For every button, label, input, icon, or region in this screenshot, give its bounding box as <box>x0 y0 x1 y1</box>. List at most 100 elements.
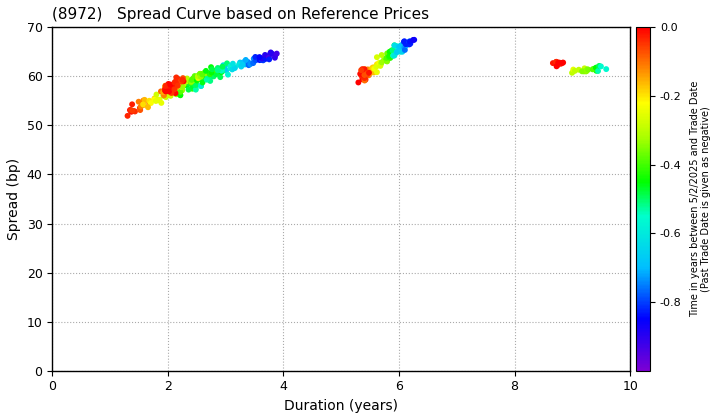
Point <box>206 69 217 76</box>
Point <box>226 66 238 73</box>
Point <box>550 58 562 65</box>
Point <box>376 52 387 58</box>
Point <box>217 66 228 73</box>
Point <box>582 66 593 73</box>
Point <box>160 88 171 94</box>
Point <box>154 96 166 103</box>
Point <box>187 75 199 82</box>
Point <box>371 54 382 60</box>
Point <box>167 84 179 91</box>
Point <box>197 71 208 78</box>
Point <box>165 92 176 99</box>
Point <box>253 54 265 60</box>
Text: (8972)   Spread Curve based on Reference Prices: (8972) Spread Curve based on Reference P… <box>53 7 429 22</box>
Point <box>368 69 379 76</box>
Point <box>171 91 182 97</box>
Point <box>387 47 398 54</box>
Point <box>189 73 200 79</box>
Point <box>168 88 180 94</box>
Point <box>128 108 140 114</box>
Point <box>167 82 179 89</box>
Point <box>210 69 222 76</box>
Point <box>376 59 387 66</box>
Point <box>551 63 562 70</box>
Point <box>208 73 220 80</box>
Point <box>160 94 171 100</box>
Point <box>390 45 402 52</box>
Point <box>174 87 185 94</box>
Point <box>204 71 216 78</box>
Point <box>547 60 559 66</box>
Point <box>168 82 180 89</box>
Point <box>240 57 251 63</box>
Point <box>197 75 208 81</box>
Point <box>161 85 173 92</box>
Point <box>582 66 594 73</box>
Point <box>382 58 393 65</box>
Point <box>176 78 187 85</box>
Point <box>404 38 415 45</box>
Point <box>405 40 416 47</box>
Point <box>199 70 210 76</box>
Point <box>166 87 177 93</box>
Point <box>353 79 364 86</box>
Point <box>395 48 406 55</box>
Point <box>579 65 590 72</box>
Point <box>375 60 387 67</box>
Point <box>165 84 176 91</box>
Point <box>390 43 401 50</box>
Point <box>216 66 228 73</box>
Point <box>170 79 181 86</box>
Point <box>158 92 169 99</box>
Point <box>201 76 212 83</box>
Point <box>143 99 155 106</box>
Point <box>164 81 176 88</box>
Point <box>176 76 188 83</box>
Point <box>135 103 147 110</box>
Point <box>389 42 400 49</box>
Point <box>372 69 383 76</box>
Point <box>358 72 369 79</box>
Point <box>156 100 167 106</box>
Point <box>259 52 271 58</box>
Point <box>243 62 254 68</box>
Point <box>222 71 234 78</box>
Point <box>217 63 228 70</box>
Point <box>194 71 206 77</box>
Point <box>150 91 162 98</box>
Point <box>181 78 193 84</box>
Point <box>149 95 161 102</box>
Point <box>165 83 176 89</box>
Point <box>143 104 154 110</box>
Point <box>204 71 215 78</box>
Point <box>359 66 370 73</box>
Point <box>252 54 264 61</box>
Point <box>177 79 189 86</box>
Point <box>176 84 188 91</box>
Point <box>248 55 259 62</box>
Point <box>152 97 163 104</box>
Point <box>389 52 400 59</box>
Point <box>199 75 211 82</box>
Point <box>156 88 167 95</box>
Point <box>580 68 592 75</box>
Point <box>149 96 161 103</box>
Point <box>164 85 176 92</box>
Point <box>198 70 210 76</box>
Point <box>168 86 180 93</box>
Point <box>250 54 261 60</box>
Point <box>138 101 149 108</box>
Point <box>176 84 188 91</box>
Point <box>238 59 249 66</box>
Point <box>554 59 565 66</box>
Point <box>170 90 181 97</box>
Y-axis label: Spread (bp): Spread (bp) <box>7 158 21 240</box>
Point <box>600 66 612 73</box>
Point <box>581 67 593 74</box>
Point <box>363 72 374 79</box>
Point <box>177 80 189 87</box>
Point <box>367 64 379 71</box>
Point <box>176 87 188 94</box>
Point <box>145 100 157 106</box>
Point <box>234 59 246 66</box>
